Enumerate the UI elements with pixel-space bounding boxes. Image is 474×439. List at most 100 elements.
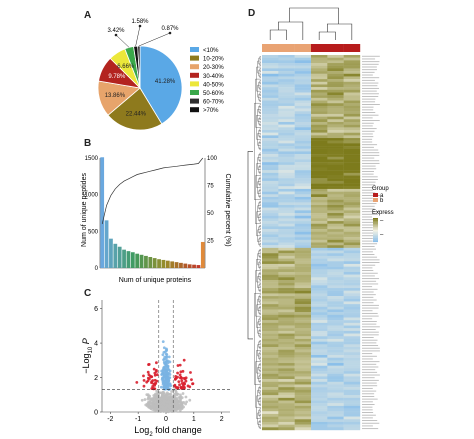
heatmap-cell <box>294 395 312 399</box>
pie-chart: 41.28% 22.44% 13.86% 9.78% 6.66% 3.42% 1.58% 0.… <box>97 19 224 131</box>
heatmap-row-label <box>362 280 377 282</box>
heatmap-cell <box>343 392 361 396</box>
heatmap-cell <box>343 239 361 243</box>
row-dendrogram-branch <box>259 134 261 139</box>
heatmap-cell <box>294 87 312 91</box>
volcano-point <box>161 353 165 357</box>
hist-bar <box>109 238 113 268</box>
row-dendrogram-branch <box>257 205 261 218</box>
heatmap-cell <box>294 365 312 369</box>
heatmap-cell <box>278 221 295 224</box>
heatmap-cell <box>262 164 279 168</box>
row-dendrogram-branch <box>257 321 261 334</box>
volcano-ytick-label: 6 <box>94 306 98 313</box>
volcano-point <box>178 383 181 387</box>
heatmap-cell <box>262 97 279 101</box>
heatmap-cell <box>262 408 279 412</box>
heatmap-cell <box>327 229 344 232</box>
heatmap-cell <box>278 363 295 366</box>
row-dendrogram-branch <box>259 128 261 133</box>
heatmap-row-label <box>362 104 380 105</box>
heatmap-cell <box>294 73 312 77</box>
heatmap-cell <box>294 237 312 241</box>
heatmap-cell <box>262 111 279 115</box>
heatmap-cell <box>278 116 295 120</box>
heatmap-cell <box>278 127 295 131</box>
heatmap-cell <box>278 124 295 128</box>
heatmap-row-label <box>362 342 377 344</box>
column-dendrogram-branch <box>318 31 336 40</box>
heatmap-row-label <box>362 355 377 357</box>
heatmap-cell <box>311 421 328 425</box>
row-dendrogram-branch <box>259 266 261 270</box>
heatmap-cell <box>294 108 312 112</box>
heatmap-cell <box>262 71 279 74</box>
heatmap-cell <box>343 172 361 176</box>
heatmap-cell <box>327 373 344 377</box>
heatmap-legend-express-swatch <box>373 222 378 225</box>
heatmap-cell <box>327 336 344 340</box>
heatmap-row-label <box>362 296 374 298</box>
heatmap-cell <box>311 68 328 72</box>
heatmap-row-label <box>362 420 378 422</box>
heatmap-cell <box>262 175 279 179</box>
heatmap-cell <box>343 397 361 401</box>
heatmap-cell <box>262 196 279 200</box>
heatmap-cell <box>311 164 328 168</box>
row-dendrogram-branch <box>256 115 261 140</box>
row-dendrogram-branch <box>257 389 261 402</box>
heatmap-cell <box>262 405 279 409</box>
heatmap-cell <box>262 355 279 358</box>
heatmap-cell <box>311 175 328 179</box>
heatmap-cell <box>311 191 328 195</box>
volcano-point <box>190 378 193 382</box>
heatmap-cell <box>327 87 344 91</box>
heatmap-cell <box>343 288 361 291</box>
heatmap-cell <box>327 253 344 257</box>
heatmap-cell <box>343 253 361 257</box>
heatmap-cell <box>278 266 295 270</box>
heatmap-cell <box>311 132 328 136</box>
heatmap-cell <box>294 156 312 160</box>
heatmap-row-label <box>362 85 378 87</box>
heatmap-cell <box>327 127 344 131</box>
volcano-point <box>182 401 186 404</box>
heatmap-cell <box>278 178 295 182</box>
volcano-point <box>162 381 165 385</box>
row-dendrogram-branch <box>259 391 261 395</box>
heatmap-cell <box>262 223 279 227</box>
heatmap-cell <box>262 338 279 342</box>
heatmap-cell <box>262 63 279 66</box>
heatmap-cell <box>327 186 344 190</box>
heatmap-cell <box>343 379 361 382</box>
histogram-chart: 1500 1000 500 0 100 75 50 25 Num of unique pept… <box>81 156 231 284</box>
heatmap-cell <box>343 309 361 313</box>
volcano-point <box>143 398 147 401</box>
heatmap-cell <box>294 387 312 391</box>
heatmap-cell <box>278 79 295 82</box>
heatmap-cell <box>278 357 295 361</box>
heatmap-row-label <box>362 414 376 416</box>
heatmap-row-label <box>362 120 380 122</box>
heatmap-cell <box>278 151 295 155</box>
heatmap-cell <box>278 143 295 147</box>
volcano-point <box>161 405 165 409</box>
heatmap-row-label <box>362 165 376 167</box>
heatmap-cell <box>311 148 328 152</box>
hist-ytick-label: 500 <box>88 229 99 235</box>
row-dendrogram-branch <box>259 237 261 241</box>
heatmap-cell <box>294 384 312 388</box>
volcano-point <box>165 348 169 352</box>
heatmap-cell <box>278 274 295 278</box>
heatmap-cell <box>278 258 295 262</box>
heatmap-row-label <box>362 291 374 293</box>
heatmap-row-label <box>362 371 378 373</box>
heatmap-cell <box>327 309 344 313</box>
heatmap-row-label <box>362 288 378 290</box>
volcano-point <box>163 409 167 413</box>
heatmap-cell <box>294 314 312 318</box>
heatmap-cell <box>343 304 361 307</box>
heatmap-cell <box>262 250 279 254</box>
heatmap-cell <box>262 242 279 246</box>
heatmap-cell <box>327 154 344 157</box>
